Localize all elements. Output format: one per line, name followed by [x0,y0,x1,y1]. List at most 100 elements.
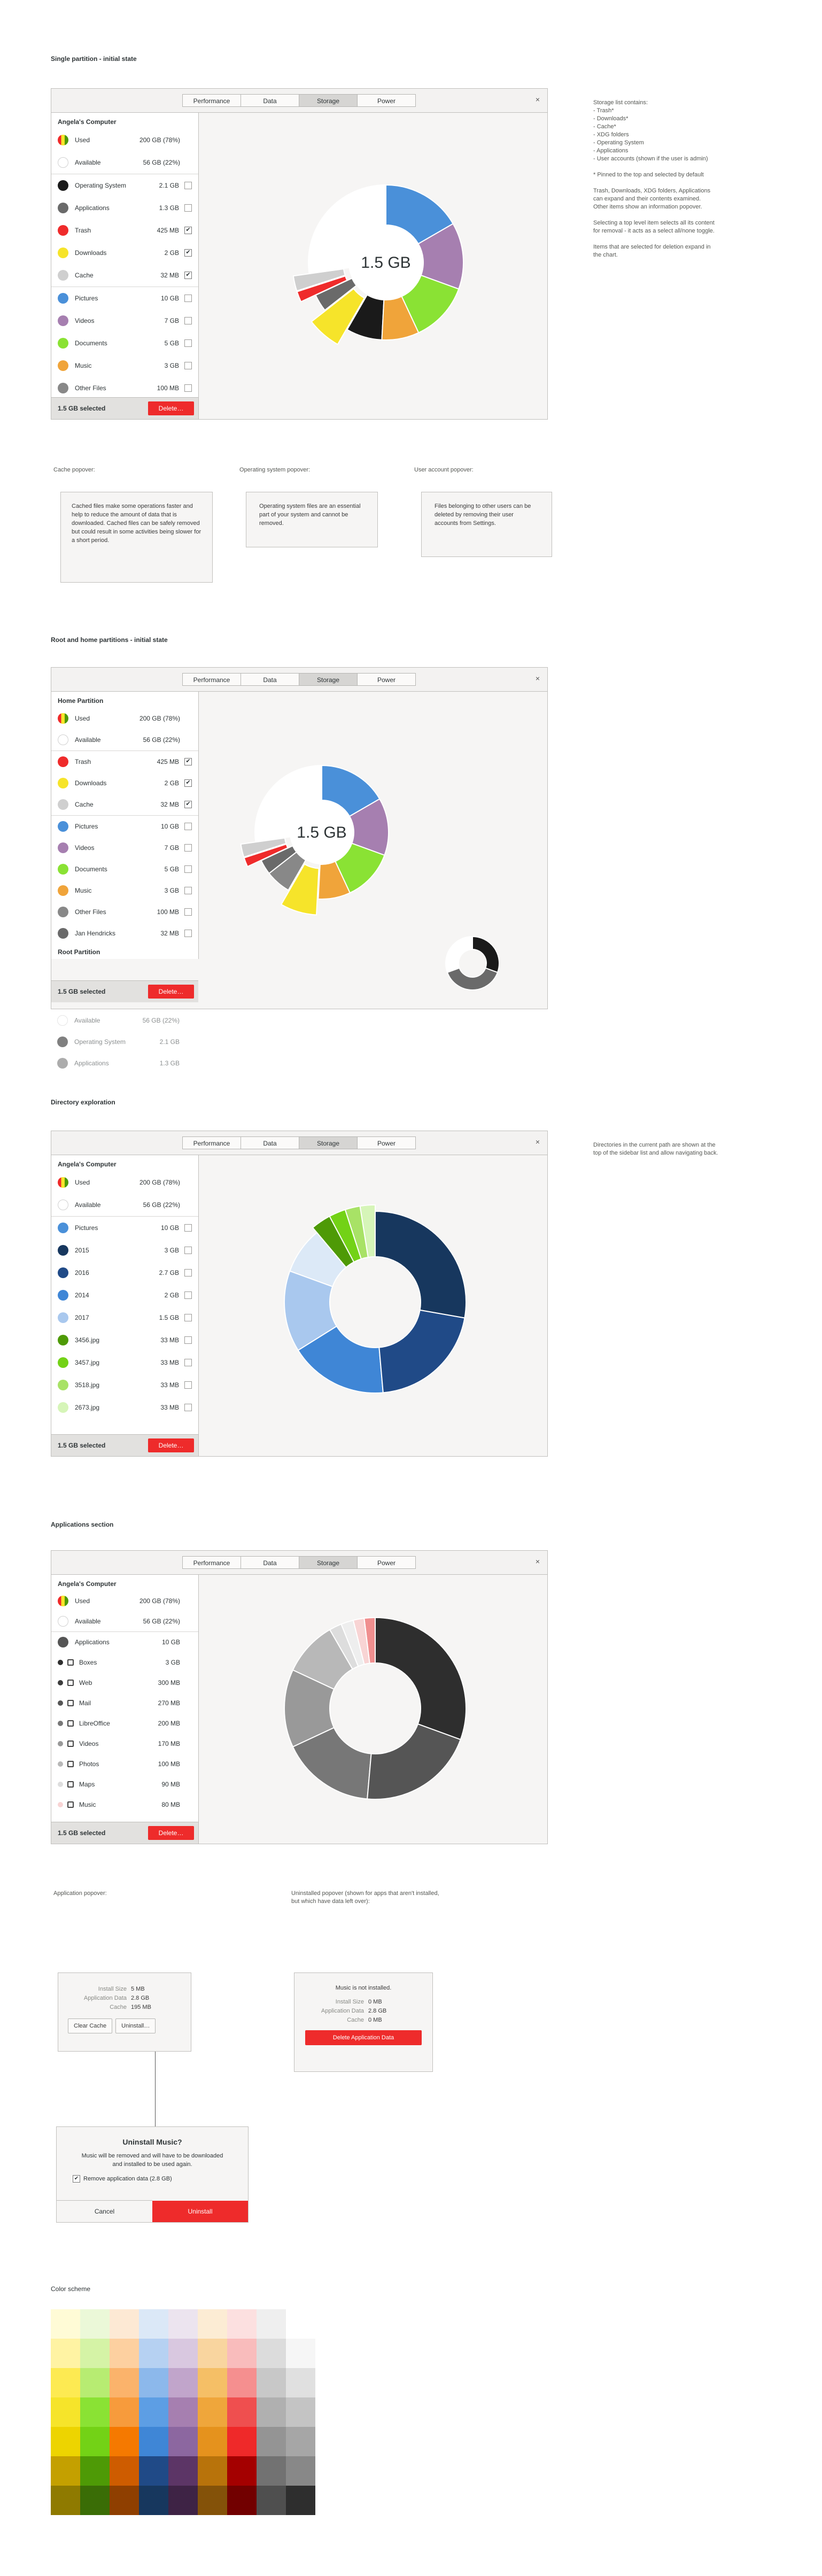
storage-item-row[interactable]: Used 200 GB (78%) [51,708,198,729]
select-checkbox[interactable]: ✔ [184,227,192,234]
storage-item-row[interactable]: Other Files 100 MB [51,901,198,923]
trash-segment[interactable] [243,843,289,868]
close-icon[interactable]: × [535,1557,540,1566]
storage-item-row[interactable]: 2015 3 GB [51,1239,198,1262]
libreoffice-segment[interactable] [284,1669,335,1748]
select-checkbox[interactable] [184,823,192,830]
storage-item-row[interactable]: Videos 7 GB [51,310,198,332]
clear-cache-button[interactable]: Clear Cache [68,2018,113,2033]
select-checkbox[interactable] [184,1314,192,1321]
tab-power[interactable]: Power [357,673,416,686]
storage-item-row[interactable]: Available 56 GB (22%) [51,1194,198,1216]
2016-segment[interactable] [378,1309,466,1394]
select-checkbox[interactable] [184,1224,192,1232]
select-checkbox[interactable] [184,362,192,369]
web-segment[interactable] [367,1723,462,1800]
select-checkbox[interactable] [184,1247,192,1254]
select-checkbox[interactable]: ✔ [184,249,192,257]
3518-segment[interactable] [344,1205,369,1260]
3457-segment[interactable] [329,1209,362,1263]
confirm-uninstall-button[interactable]: Uninstall [152,2201,248,2222]
tab-storage[interactable]: Storage [299,673,358,686]
delete-button[interactable]: Delete… [148,1438,194,1452]
storage-item-row[interactable]: Music 80 MB [51,1794,198,1815]
tab-data[interactable]: Data [241,1136,299,1149]
close-icon[interactable]: × [535,95,540,104]
trash-segment[interactable] [296,275,348,303]
tab-power[interactable]: Power [357,1556,416,1569]
select-checkbox[interactable] [184,295,192,302]
tab-storage[interactable]: Storage [299,1556,358,1569]
cache-segment[interactable] [240,837,287,858]
storage-item-row[interactable]: Trash 425 MB ✔ [51,751,198,772]
storage-item-row[interactable]: LibreOffice 200 MB [51,1713,198,1734]
storage-item-row[interactable]: Available 56 GB (22%) [51,1611,198,1631]
storage-item-row[interactable]: Photos 100 MB [51,1754,198,1774]
close-icon[interactable]: × [535,674,540,683]
delete-button[interactable]: Delete… [148,401,194,415]
storage-item-row[interactable]: Maps 90 MB [51,1774,198,1794]
uninstall-button[interactable]: Uninstall… [115,2018,156,2033]
delete-button[interactable]: Delete… [148,985,194,999]
select-checkbox[interactable] [184,887,192,894]
storage-item-row[interactable]: Music 3 GB [51,354,198,377]
storage-item-row[interactable]: Applications 1.3 GB [51,1053,198,1074]
delete-button[interactable]: Delete… [148,1826,194,1840]
storage-item-row[interactable]: Used 200 GB (78%) [51,1171,198,1194]
select-checkbox[interactable] [184,844,192,852]
tab-data[interactable]: Data [241,1556,299,1569]
select-checkbox[interactable] [184,1336,192,1344]
remove-data-checkbox[interactable]: ✔ [73,2175,80,2183]
storage-item-row[interactable]: 2014 2 GB [51,1284,198,1306]
tab-performance[interactable]: Performance [182,1556,241,1569]
tab-storage[interactable]: Storage [299,94,358,107]
storage-item-row[interactable]: Available 56 GB (22%) [51,729,198,751]
select-checkbox[interactable]: ✔ [184,801,192,808]
storage-item-row[interactable]: Documents 5 GB [51,858,198,880]
other-segment[interactable] [289,1232,347,1288]
select-checkbox[interactable] [184,384,192,392]
storage-item-row[interactable]: Videos 7 GB [51,837,198,858]
root-os-segment[interactable] [472,935,500,973]
storage-item-row[interactable]: Applications 10 GB [51,1631,198,1652]
storage-item-row[interactable]: Jan Hendricks 32 MB [51,923,198,944]
storage-item-row[interactable]: 2017 1.5 GB [51,1306,198,1329]
storage-item-row[interactable]: Downloads 2 GB ✔ [51,242,198,264]
storage-item-row[interactable]: Boxes 3 GB [51,1652,198,1673]
select-checkbox[interactable] [184,1359,192,1366]
select-checkbox[interactable] [184,317,192,324]
videos-segment[interactable] [292,1629,353,1690]
root-applications-segment[interactable] [446,967,499,991]
storage-item-row[interactable]: Music 3 GB [51,880,198,901]
2015-segment[interactable] [375,1210,467,1319]
select-checkbox[interactable] [184,865,192,873]
select-checkbox[interactable] [184,182,192,189]
select-checkbox[interactable] [184,1381,192,1389]
2014-segment[interactable] [297,1325,384,1394]
storage-item-row[interactable]: Pictures 10 GB [51,287,198,310]
storage-item-row[interactable]: 2016 2.7 GB [51,1262,198,1284]
tab-storage[interactable]: Storage [299,1136,358,1149]
storage-item-row[interactable]: Used 200 GB (78%) [51,129,198,151]
storage-item-row[interactable]: Other Files 100 MB [51,377,198,399]
storage-item-row[interactable]: Trash 425 MB ✔ [51,219,198,242]
storage-item-row[interactable]: 2673.jpg 33 MB [51,1396,198,1419]
3456-segment[interactable] [312,1215,355,1268]
select-checkbox[interactable] [184,908,192,916]
delete-app-data-button[interactable]: Delete Application Data [305,2030,422,2045]
storage-item-row[interactable]: Web 300 MB [51,1673,198,1693]
select-checkbox[interactable] [184,1291,192,1299]
downloads-segment[interactable] [311,288,366,345]
root-available-segment[interactable] [445,935,473,973]
select-checkbox[interactable]: ✔ [184,758,192,765]
storage-item-row[interactable]: Available 56 GB (22%) [51,151,198,174]
storage-item-row[interactable]: 3518.jpg 33 MB [51,1374,198,1396]
tab-performance[interactable]: Performance [182,1136,241,1149]
storage-item-row[interactable]: 3457.jpg 33 MB [51,1351,198,1374]
mail-segment[interactable] [292,1727,372,1800]
storage-item-row[interactable]: Used 200 GB (78%) [51,1591,198,1611]
select-checkbox[interactable] [184,204,192,212]
select-checkbox[interactable] [184,1404,192,1411]
storage-item-row[interactable]: Pictures 10 GB [51,815,198,837]
tab-performance[interactable]: Performance [182,94,241,107]
